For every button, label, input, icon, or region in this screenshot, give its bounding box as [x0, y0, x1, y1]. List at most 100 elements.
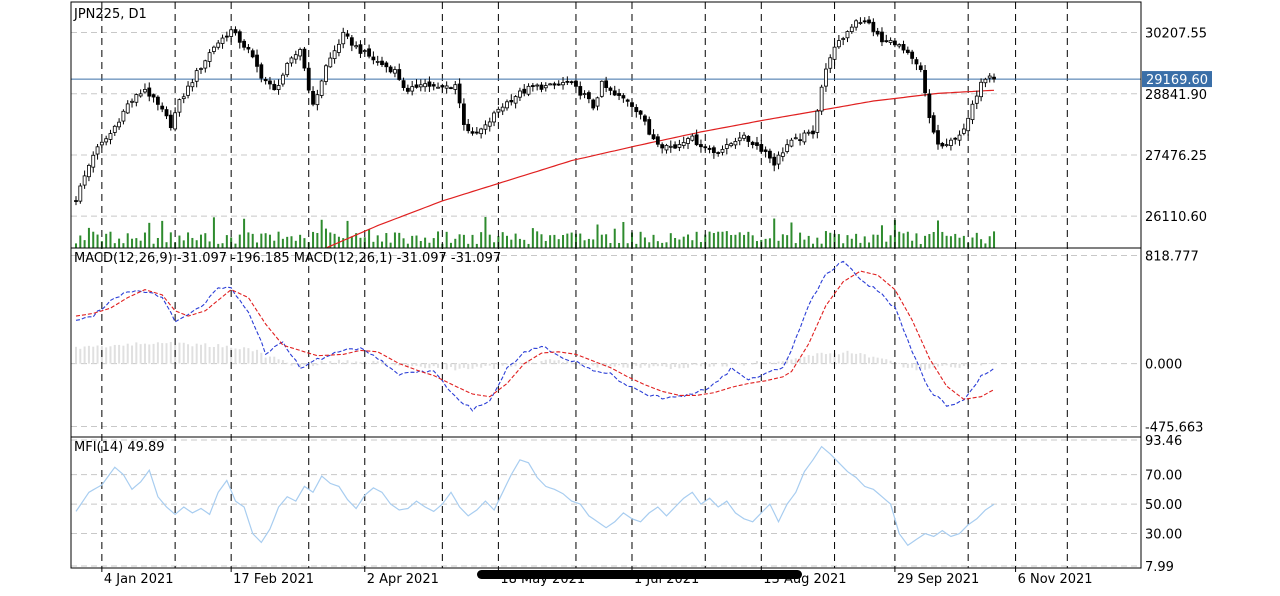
volume-bar [182, 240, 185, 248]
candle-body [457, 83, 462, 104]
candle-body [212, 46, 216, 52]
volume-bar [928, 234, 931, 248]
candle-body [324, 65, 328, 82]
candle-body [599, 80, 604, 97]
x-tick-label: 17 Feb 2021 [233, 572, 314, 587]
volume-bar [786, 235, 789, 248]
candle-body [621, 95, 626, 99]
candle-body [651, 134, 656, 140]
volume-bar [346, 220, 349, 248]
candle-body [298, 49, 303, 57]
candle-body [431, 84, 436, 87]
volume-bar [988, 236, 991, 248]
volume-bar [523, 239, 526, 248]
candle-body [927, 93, 932, 118]
volume-bar [243, 218, 246, 248]
volume-bar [613, 228, 616, 248]
volume-bar [958, 237, 961, 248]
macd-tick-label: 818.777 [1145, 249, 1199, 264]
volume-bar [937, 220, 939, 248]
candle-body [893, 40, 897, 46]
candle-body [388, 66, 393, 73]
candle-body [117, 121, 121, 128]
volume-bar [169, 232, 172, 248]
volume-bar [493, 242, 496, 248]
volume-bar [411, 235, 414, 248]
volume-bar [359, 237, 362, 248]
volume-bar [850, 238, 853, 248]
volume-bar [281, 238, 284, 248]
candle-body [449, 87, 453, 89]
candle-body [125, 103, 130, 114]
volume-bar [484, 217, 487, 248]
volume-bar [333, 233, 336, 248]
candle-body [746, 136, 751, 142]
candle-body [371, 56, 376, 61]
candle-body [203, 60, 208, 69]
candle-body [479, 128, 484, 135]
volume-bar [829, 232, 832, 248]
volume-bar [126, 233, 129, 248]
candle-body [151, 94, 156, 98]
volume-bar [445, 231, 448, 248]
candle-body [74, 200, 78, 202]
mfi-tick-label: 70.00 [1145, 469, 1182, 484]
candle-body [237, 31, 242, 43]
volume-bar [687, 234, 690, 248]
candle-body [535, 84, 540, 87]
candle-body [349, 37, 354, 46]
price-pane-title: JPN225, D1 [73, 7, 147, 22]
volume-bar [945, 235, 948, 248]
candle-body [845, 31, 850, 39]
candle-body [647, 119, 652, 135]
candle-body [858, 22, 863, 24]
volume-bar [592, 239, 595, 248]
volume-bar [544, 240, 547, 248]
candle-body [832, 46, 837, 60]
macd-pane-title: MACD(12,26,9) -31.097 -196.185 MACD(12,2… [74, 251, 501, 266]
volume-bar [187, 232, 190, 248]
candle-body [867, 19, 871, 24]
volume-bar [299, 234, 302, 248]
candle-body [418, 84, 423, 88]
candle-body [539, 84, 544, 90]
candle-body [229, 29, 234, 37]
x-tick-label: 29 Sep 2021 [897, 572, 979, 587]
candle-body [121, 110, 126, 122]
candle-body [216, 42, 221, 48]
volume-bar [618, 242, 621, 248]
volume-bar [161, 220, 164, 248]
candle-body [453, 84, 458, 90]
candle-body [530, 85, 535, 87]
candle-body [397, 69, 402, 80]
current-price-badge [1142, 71, 1212, 88]
volume-bar [355, 233, 358, 248]
volume-bar [691, 240, 694, 248]
candle-body [487, 121, 492, 127]
grid-layer [71, 32, 1141, 567]
candle-body [556, 83, 561, 86]
candle-body [164, 109, 169, 117]
candle-body [737, 137, 742, 142]
candle-body [306, 67, 311, 91]
volume-bar [949, 236, 952, 248]
candle-body [82, 175, 87, 186]
scroll-handle[interactable] [477, 570, 802, 579]
candle-body [250, 50, 255, 58]
candle-body [888, 40, 893, 43]
volume-bar [768, 238, 771, 248]
volume-bar [669, 233, 672, 248]
candle-body [785, 144, 790, 152]
volume-bar [635, 243, 638, 248]
volume-bar [790, 222, 793, 248]
candle-body [552, 83, 557, 86]
candle-body [910, 51, 915, 59]
candle-body [703, 146, 708, 149]
volume-bar [437, 231, 440, 248]
candle-body [483, 124, 488, 130]
volume-bar [708, 231, 711, 248]
x-tick-label: 4 Jan 2021 [104, 572, 174, 587]
candle-body [91, 154, 96, 168]
candle-body [944, 144, 949, 146]
